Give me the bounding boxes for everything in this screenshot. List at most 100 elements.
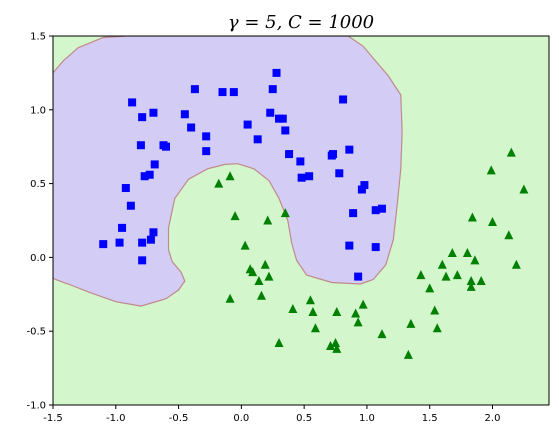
y-tick-label: 1.0: [30, 105, 46, 116]
class1-triangle-point: [447, 247, 457, 257]
class1-triangle-point: [452, 270, 462, 280]
class1-triangle-point: [462, 247, 472, 257]
class0-square-point: [296, 157, 305, 166]
class0-square-point: [285, 150, 294, 159]
class1-triangle-point: [254, 276, 264, 286]
axes: -1.5 -1.0 -0.5 0.0 0.5 1.0 1.5 2.0-1.0-0.50.00.…: [26, 32, 550, 424]
class1-triangle-point: [432, 323, 442, 333]
class0-square-point: [243, 120, 252, 129]
class0-square-point: [329, 150, 338, 159]
x-tick-label: 1.0: [359, 413, 375, 424]
class1-triangle-point: [288, 304, 298, 314]
class1-triangle-point: [506, 147, 516, 157]
class0-square-point: [377, 204, 386, 213]
class1-triangle-point: [332, 307, 342, 317]
class0-square-point: [115, 238, 124, 247]
class0-square-point: [371, 243, 380, 252]
class0-square-point: [360, 181, 369, 190]
class0-square-point: [371, 206, 380, 215]
class1-triangle-point: [511, 259, 521, 269]
class0-square-point: [297, 173, 306, 182]
x-tick-label: -1.5: [43, 413, 63, 424]
class0-square-point: [140, 172, 149, 181]
class1-triangle-point: [425, 283, 435, 293]
class0-square-point: [121, 184, 130, 193]
x-tick-label: 2.0: [485, 413, 501, 424]
class1-triangle-point: [430, 305, 440, 315]
class0-region: [53, 36, 403, 307]
class0-square-point: [253, 135, 262, 144]
class1-triangle-point: [280, 208, 290, 218]
class0-square-point: [357, 185, 366, 194]
class0-square-point: [138, 256, 147, 265]
class1-triangle-point: [230, 211, 240, 221]
class1-triangle-point: [240, 240, 250, 250]
class0-square-point: [190, 85, 199, 94]
class1-triangle-point: [353, 317, 363, 327]
chart-title: γ = 5, C = 1000: [228, 12, 374, 33]
class0-square-point: [349, 209, 358, 218]
y-tick-label: 1.5: [30, 32, 46, 43]
class1-triangle-point: [470, 255, 480, 265]
x-tick-label: -0.5: [169, 413, 189, 424]
class0-square-point: [266, 108, 275, 117]
class1-triangle-point: [466, 276, 476, 286]
plot-frame: [52, 35, 550, 406]
class1-triangle-point: [406, 318, 416, 328]
class0-square-point: [305, 172, 314, 181]
class0-square-point: [345, 241, 354, 250]
class0-square-point: [162, 142, 171, 151]
class1-triangle-point: [504, 230, 514, 240]
y-tick-label: 0.0: [30, 253, 46, 264]
class1-triangle-point: [403, 349, 413, 359]
class0-square-point: [345, 145, 354, 154]
class1-triangle-point: [260, 259, 270, 269]
class0-square-point: [202, 147, 211, 156]
class1-triangle-point: [519, 184, 529, 194]
class0-square-point: [146, 235, 155, 244]
class1-triangle-point: [263, 215, 273, 225]
class0-square-point: [145, 170, 154, 179]
class1-triangle-point: [274, 338, 284, 348]
class0-square-point: [149, 228, 158, 237]
class1-triangle-point: [305, 295, 315, 305]
class1-triangle-point: [467, 212, 477, 222]
class1-triangle-point: [214, 178, 224, 188]
class0-square-point: [136, 141, 145, 150]
x-tick-label: 0.0: [233, 413, 249, 424]
class1-triangle-point: [437, 259, 447, 269]
class0-square-point: [335, 169, 344, 178]
class0-square-point: [138, 238, 147, 247]
class0-square-point: [138, 113, 147, 122]
class1-triangle-point: [248, 267, 258, 277]
class1-triangle-point: [486, 165, 496, 175]
class1-triangle-point: [487, 216, 497, 226]
class0-square-point: [354, 272, 363, 281]
class0-square-point: [268, 85, 277, 94]
class0-square-point: [128, 98, 137, 107]
class0-square-point: [118, 223, 127, 232]
class0-square-point: [339, 95, 348, 104]
class1-triangle-point: [377, 329, 387, 339]
class1-triangle-point: [326, 340, 336, 350]
class0-square-point: [126, 201, 135, 210]
x-tick-label: 0.5: [296, 413, 312, 424]
class1-triangle-point: [310, 323, 320, 333]
class0-square-point: [149, 108, 158, 117]
y-tick-label: -0.5: [26, 327, 46, 338]
class0-square-point: [218, 88, 227, 97]
x-tick-label: -1.0: [106, 413, 126, 424]
class1-triangle-point: [264, 271, 274, 281]
class0-square-point: [229, 88, 238, 97]
class1-triangle-point: [441, 271, 451, 281]
class1-triangle-point: [256, 290, 266, 300]
class1-triangle-point: [332, 343, 342, 353]
class0-square-point: [272, 68, 281, 77]
class1-triangle-point: [358, 299, 368, 309]
class1-triangle-point: [476, 276, 486, 286]
class0-square-point: [278, 114, 287, 123]
data-markers: [99, 68, 529, 359]
class1-triangle-point: [308, 307, 318, 317]
class0-square-point: [202, 132, 211, 141]
